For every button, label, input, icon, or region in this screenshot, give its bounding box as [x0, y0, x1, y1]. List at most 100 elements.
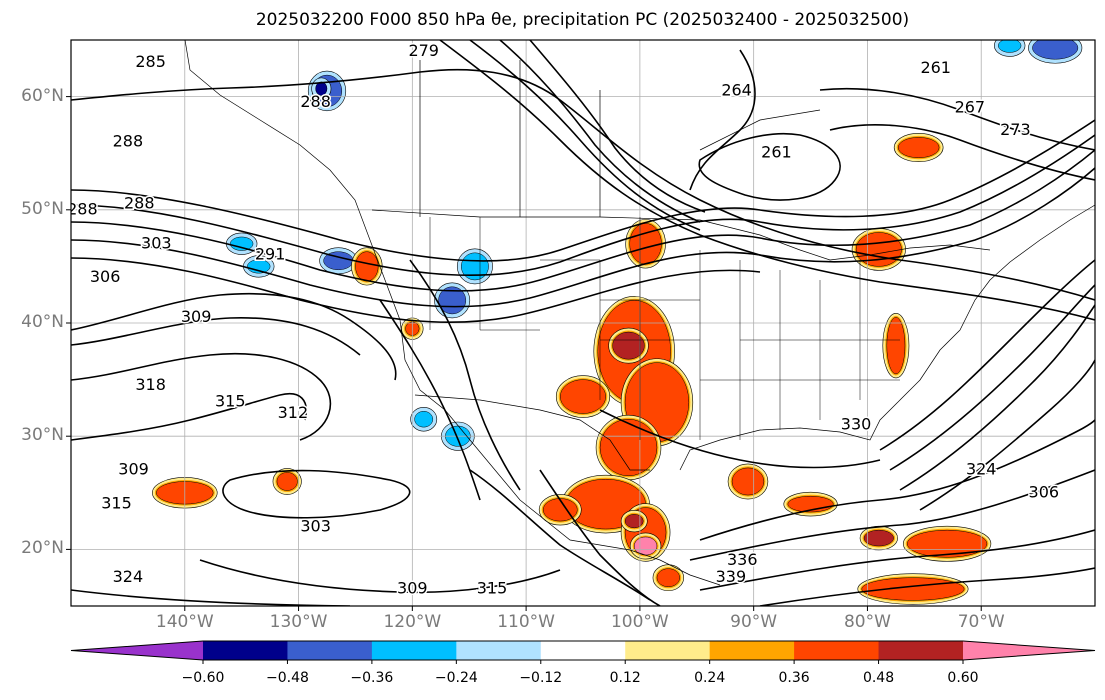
colorbar-tick-label: −0.60	[181, 670, 225, 686]
colorbar-segment	[794, 641, 880, 660]
lon-label: 110°W	[497, 612, 555, 632]
colorbar-tick-label: −0.12	[519, 670, 563, 686]
colorbar-segment	[709, 641, 795, 660]
contour-value-label: 279	[408, 41, 439, 60]
us-canada-border	[371, 209, 991, 261]
lon-label: 130°W	[269, 612, 328, 632]
theta-e-contours	[71, 40, 1095, 606]
contour-value-label: 288	[67, 199, 98, 218]
contour-line	[889, 284, 1095, 471]
colorbar-tick-label: 0.24	[694, 670, 726, 686]
precip-area	[595, 414, 662, 481]
contour-value-label: 306	[1029, 482, 1060, 501]
contour-line	[699, 529, 1095, 591]
contour-value-label: 291	[255, 245, 286, 264]
colorbar-tick-label: 0.36	[778, 670, 810, 686]
precip-area	[434, 282, 471, 319]
contour-line	[698, 132, 841, 201]
precip-area	[857, 573, 969, 605]
colorbar-extend-low	[71, 641, 203, 660]
precip-area	[608, 327, 649, 364]
colorbar-tick-label: 0.60	[947, 670, 979, 686]
contour-line	[759, 567, 1095, 606]
precip-area	[625, 219, 666, 269]
contour-value-label: 309	[181, 307, 212, 326]
contour-value-label: 339	[716, 567, 747, 586]
precip-area	[620, 510, 648, 533]
contour-line	[529, 40, 706, 213]
contour-value-label: 267	[955, 97, 986, 116]
lon-label: 140°W	[155, 612, 214, 632]
colorbar-segment	[540, 641, 626, 660]
canada-provinces	[419, 60, 821, 217]
contour-value-labels: 285 279 288 288 264 261 267 273 261 288 288 303 291 3…	[67, 40, 1061, 599]
lon-label: 80°W	[843, 612, 891, 632]
contour-value-label: 324	[113, 567, 144, 586]
colorbar-segment	[371, 641, 457, 660]
contour-value-label: 330	[841, 414, 872, 433]
colorbar-segment	[287, 641, 373, 660]
map-plot: 285 279 288 288 264 261 267 273 261 288 288 303 291 3…	[66, 39, 1096, 611]
contour-value-label: 309	[397, 579, 428, 598]
contour-line	[689, 469, 1095, 561]
lat-label: 20°N	[21, 538, 64, 559]
contour-value-label: 324	[966, 460, 997, 479]
contour-value-label: 315	[101, 494, 132, 513]
contour-line	[699, 419, 1095, 541]
contour-line	[599, 409, 881, 469]
contour-line	[71, 257, 761, 324]
contour-value-label: 336	[727, 550, 758, 569]
contour-line	[919, 359, 1095, 511]
lon-label: 100°W	[610, 612, 669, 632]
contour-value-label: 303	[300, 516, 331, 535]
us-mexico-border	[414, 394, 650, 471]
map-title: 2025032200 F000 850 hPa θe, precipitatio…	[255, 10, 910, 30]
lon-label: 120°W	[383, 612, 442, 632]
precip-area	[538, 494, 582, 526]
colorbar-tick-label: 0.12	[609, 670, 641, 686]
contour-value-label: 285	[135, 52, 166, 71]
contour-line	[71, 167, 1095, 308]
contour-line	[71, 134, 1095, 276]
contour-line	[469, 40, 701, 231]
colorbar-segment	[456, 641, 542, 660]
contour-value-label: 288	[124, 194, 155, 213]
contour-value-label: 315	[477, 579, 508, 598]
precip-area	[882, 313, 910, 379]
contour-line	[71, 317, 361, 356]
precip-area	[319, 247, 358, 275]
contour-line	[879, 259, 1095, 451]
lat-label: 50°N	[21, 198, 64, 219]
contour-value-label: 309	[118, 460, 149, 479]
contour-value-label: 303	[141, 233, 172, 252]
lon-label: 70°W	[957, 612, 1005, 632]
contour-value-label: 288	[113, 131, 144, 150]
contour-line	[409, 259, 521, 491]
precip-area	[272, 468, 302, 495]
contour-line	[71, 292, 397, 381]
colorbar-segment	[878, 641, 964, 660]
colorbar-tick-label: −0.24	[434, 670, 478, 686]
colorbar-tick-label: −0.48	[265, 670, 309, 686]
precipitation-shading	[152, 40, 1083, 605]
coastline-west	[184, 40, 721, 586]
contour-line	[469, 469, 651, 601]
contour-value-label: 318	[135, 375, 166, 394]
colorbar-segment	[203, 641, 288, 660]
contour-value-label: 264	[721, 80, 752, 99]
contour-line	[829, 124, 1095, 181]
contour-line	[71, 119, 1095, 262]
contour-line	[222, 469, 411, 519]
coastline-gulf	[679, 204, 1095, 471]
contour-line	[819, 87, 1095, 151]
colorbar-extend-high	[963, 641, 1095, 660]
precip-area	[555, 375, 611, 418]
precip-area	[351, 247, 383, 286]
contour-line	[71, 352, 332, 441]
colorbar-outline	[70, 640, 1096, 661]
precip-area	[783, 491, 838, 517]
contour-line	[439, 40, 1095, 321]
contour-line	[499, 40, 701, 223]
contour-value-label: 312	[278, 403, 309, 422]
precip-area	[859, 525, 898, 551]
